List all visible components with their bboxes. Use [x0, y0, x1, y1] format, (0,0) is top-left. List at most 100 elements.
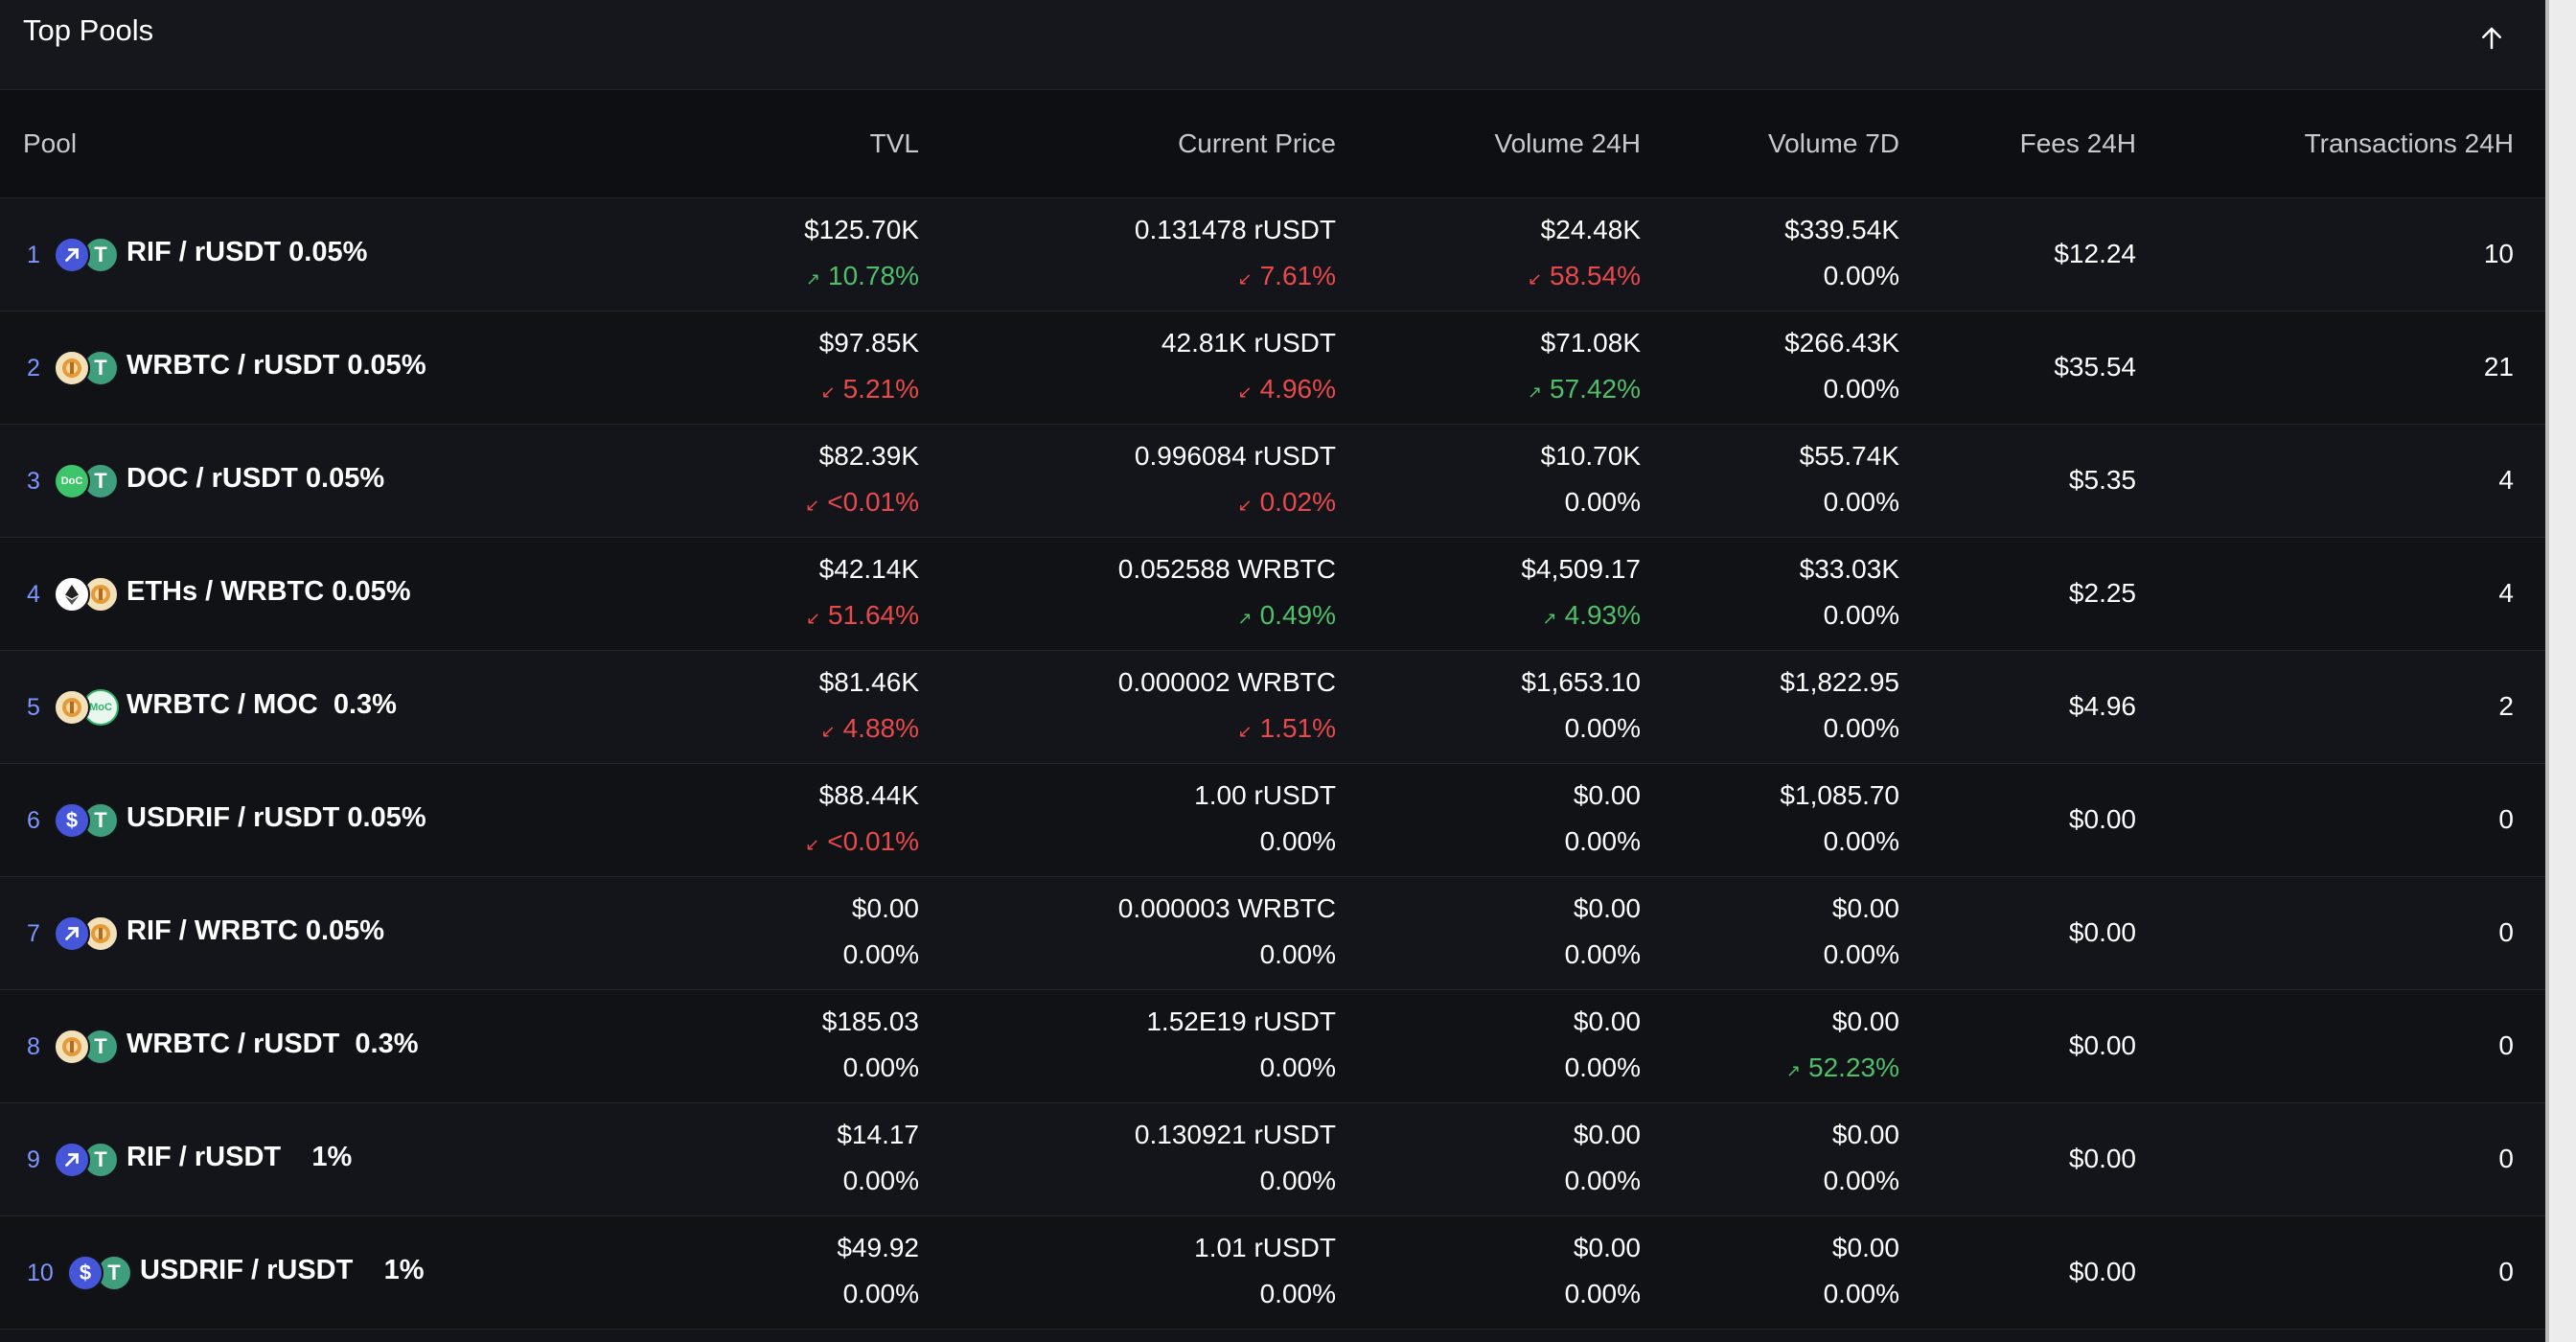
tvl-change: ↙ 5.21% [821, 374, 920, 405]
current-price-change-value: 4.96% [1259, 374, 1336, 404]
pool-pair-link[interactable]: WRBTC / MOC 0.3% [126, 689, 397, 720]
volume-24h-value: $0.00 [1573, 1006, 1641, 1036]
arrow-down-left-icon: ↙ [1237, 269, 1253, 289]
volume-24h-value: $0.00 [1573, 1120, 1641, 1149]
fees-24h-cell: $12.24 [1944, 198, 2136, 312]
volume-24h-value: $24.48K [1540, 215, 1641, 244]
tvl-change: ↙ <0.01% [805, 826, 919, 857]
tvl-change-value: 0.00% [842, 1279, 919, 1308]
table-row[interactable]: 8 T WRBTC / rUSDT 0.3% $185.03 0.00% 1.52E19 … [0, 990, 2545, 1103]
fees-24h-cell: $2.25 [1944, 538, 2136, 651]
table-row[interactable]: 6 $ T USDRIF / rUSDT 0.05% $88.44K ↙ <0.01% 1.0… [0, 764, 2545, 877]
pool-token-icons: T [54, 1029, 130, 1067]
current-price-change: ↙ 0.02% [1238, 487, 1337, 518]
table-row[interactable]: 3 DoC T DOC / rUSDT 0.05% $82.39K ↙ <0.01% 0.99… [0, 425, 2545, 538]
pool-pair-link[interactable]: ETHs / WRBTC 0.05% [126, 576, 411, 607]
current-price-change-value: 0.02% [1259, 487, 1336, 517]
tvl-value: $42.14K [818, 554, 919, 584]
tvl-cell: $0.00 0.00% [536, 877, 919, 990]
pool-pair-link[interactable]: RIF / WRBTC 0.05% [126, 915, 385, 946]
volume-24h-change: ↗ 57.42% [1528, 374, 1641, 405]
volume-7d-change: 0.00% [1824, 1166, 1899, 1196]
arrow-up-right-icon: ↗ [1542, 609, 1557, 628]
table-row[interactable]: 2 T WRBTC / rUSDT 0.05% $97.85K ↙ 5.21% 42.81K… [0, 312, 2545, 425]
table-row[interactable]: 1 T RIF / rUSDT 0.05% $125.70K ↗ 10.78% 0.1314… [0, 198, 2545, 312]
fees-24h-value: $35.54 [2054, 352, 2136, 382]
volume-7d-change-value: 0.00% [1823, 374, 1899, 404]
volume-24h-change: 0.00% [1565, 487, 1641, 518]
pool-pair-link[interactable]: DOC / rUSDT 0.05% [126, 463, 385, 494]
table-row[interactable]: 10 $ T USDRIF / rUSDT 1% $49.92 0.00% 1.01 rUS… [0, 1216, 2545, 1330]
pool-token-icons: T [54, 350, 130, 388]
volume-7d-cell: $0.00 0.00% [1516, 1216, 1899, 1330]
pool-token-icons: $ T [67, 1255, 144, 1293]
arrow-down-left-icon: ↙ [1527, 269, 1543, 289]
pool-pair-link[interactable]: WRBTC / rUSDT 0.3% [126, 1029, 419, 1059]
volume-24h-change-value: 4.93% [1564, 600, 1641, 630]
fees-24h-cell: $0.00 [1944, 764, 2136, 877]
volume-7d-cell: $0.00 ↗ 52.23% [1516, 990, 1899, 1103]
pool-pair-link[interactable]: RIF / rUSDT 1% [126, 1142, 353, 1172]
volume-7d-value: $0.00 [1831, 1233, 1899, 1262]
column-header-fees-24h[interactable]: Fees 24H [2019, 128, 2136, 158]
tvl-value: $0.00 [851, 893, 919, 923]
current-price-change-value: 7.61% [1259, 261, 1336, 290]
tvl-change: ↙ 4.88% [821, 713, 920, 744]
arrow-down-left-icon: ↙ [1237, 496, 1253, 515]
transactions-24h-cell: 0 [2322, 764, 2514, 877]
pool-pair-link[interactable]: WRBTC / rUSDT 0.05% [126, 350, 426, 381]
current-price-cell: 0.052588 WRBTC ↗ 0.49% [953, 538, 1336, 651]
transactions-24h-value: 4 [2498, 465, 2514, 495]
tvl-change-value: <0.01% [827, 826, 919, 856]
table-row[interactable]: 9 T RIF / rUSDT 1% $14.17 0.00% 0.130921 rUSD… [0, 1103, 2545, 1216]
transactions-24h-cell: 21 [2322, 312, 2514, 425]
table-row[interactable]: 4 ETHs / WRBTC 0.05% $42.14K ↙ 51.64% 0.05258… [0, 538, 2545, 651]
tvl-value: $185.03 [821, 1006, 919, 1036]
fees-24h-cell: $0.00 [1944, 1216, 2136, 1330]
arrow-down-left-icon: ↙ [820, 382, 836, 402]
volume-24h-change-value: 0.00% [1564, 939, 1641, 969]
volume-7d-value: $266.43K [1784, 328, 1899, 358]
fees-24h-cell: $5.35 [1944, 425, 2136, 538]
column-header-tvl[interactable]: TVL [869, 128, 919, 158]
pool-pair-link[interactable]: USDRIF / rUSDT 1% [140, 1255, 425, 1285]
usdrif-token-icon: $ [67, 1255, 104, 1291]
current-price-change-value: 0.00% [1259, 1053, 1336, 1082]
transactions-24h-cell: 4 [2322, 425, 2514, 538]
current-price-change: ↗ 0.49% [1238, 600, 1337, 631]
column-header-current-price[interactable]: Current Price [1178, 128, 1336, 158]
current-price-change: ↙ 7.61% [1238, 261, 1337, 291]
transactions-24h-value: 0 [2498, 1144, 2514, 1173]
scrollbar[interactable] [2545, 0, 2576, 1342]
rif-token-icon [54, 1142, 90, 1178]
transactions-24h-cell: 0 [2322, 1216, 2514, 1330]
pool-pair-link[interactable]: USDRIF / rUSDT 0.05% [126, 802, 426, 833]
tvl-change-value: 5.21% [842, 374, 919, 404]
column-header-pool[interactable]: Pool [23, 128, 78, 158]
volume-24h-cell: $24.48K ↙ 58.54% [1257, 198, 1641, 312]
column-header-volume-24h[interactable]: Volume 24H [1494, 128, 1641, 158]
transactions-24h-cell: 0 [2322, 1103, 2514, 1216]
eths-token-icon [54, 576, 90, 613]
table-row[interactable]: 7 RIF / WRBTC 0.05% $0.00 0.00% 0.000003 WRB… [0, 877, 2545, 990]
arrow-down-left-icon: ↙ [1237, 382, 1253, 402]
transactions-24h-value: 0 [2498, 917, 2514, 947]
tvl-cell: $49.92 0.00% [536, 1216, 919, 1330]
pool-pair-link[interactable]: RIF / rUSDT 0.05% [126, 237, 368, 267]
volume-24h-cell: $0.00 0.00% [1257, 764, 1641, 877]
volume-24h-value: $10.70K [1540, 441, 1641, 471]
column-header-transactions-24h[interactable]: Transactions 24H [2304, 128, 2514, 158]
volume-24h-cell: $71.08K ↗ 57.42% [1257, 312, 1641, 425]
panel-title: Top Pools [23, 13, 154, 47]
column-header-volume-7d[interactable]: Volume 7D [1768, 128, 1899, 158]
pool-rank: 3 [27, 468, 40, 495]
volume-7d-cell: $55.74K 0.00% [1516, 425, 1899, 538]
volume-24h-cell: $0.00 0.00% [1257, 990, 1641, 1103]
volume-7d-change: ↗ 52.23% [1786, 1053, 1899, 1083]
tvl-cell: $81.46K ↙ 4.88% [536, 651, 919, 764]
volume-7d-change: 0.00% [1824, 713, 1899, 744]
scroll-to-top-button[interactable] [2471, 17, 2513, 59]
pool-rank: 10 [27, 1260, 54, 1286]
table-row[interactable]: 5 MoC WRBTC / MOC 0.3% $81.46K ↙ 4.88% 0.00000… [0, 651, 2545, 764]
